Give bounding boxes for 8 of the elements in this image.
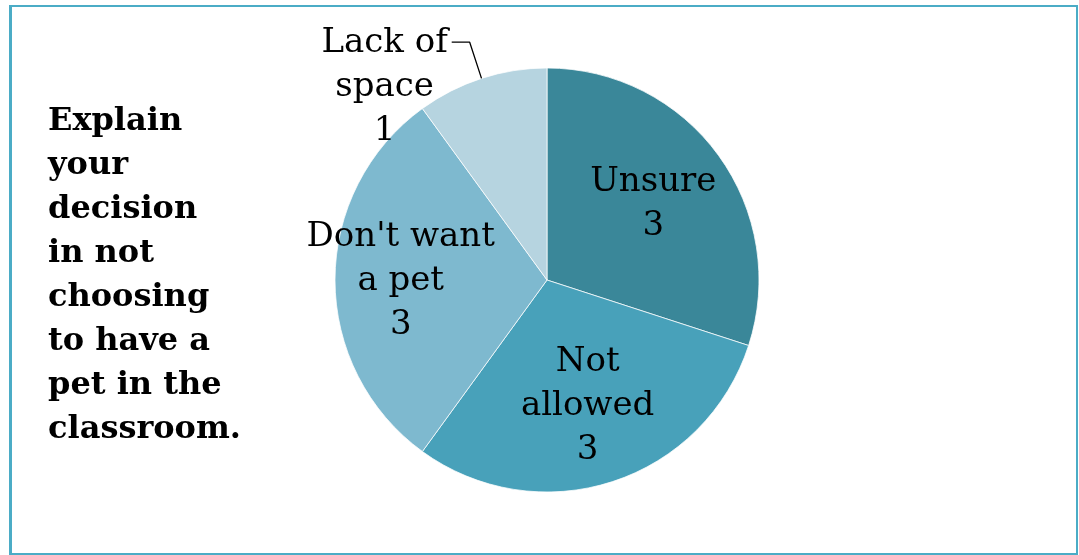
data-label: 3 xyxy=(576,427,599,468)
slice-label: Not allowed xyxy=(520,339,655,424)
slice-label: Lack of space xyxy=(321,20,451,105)
data-label: 3 xyxy=(389,302,412,342)
data-label: 3 xyxy=(642,202,665,243)
slice-label: Unsure xyxy=(590,158,717,199)
data-label: 1 xyxy=(373,108,396,149)
text: Explain your decision in not choosing to have a pet in the classroom. xyxy=(47,100,241,446)
